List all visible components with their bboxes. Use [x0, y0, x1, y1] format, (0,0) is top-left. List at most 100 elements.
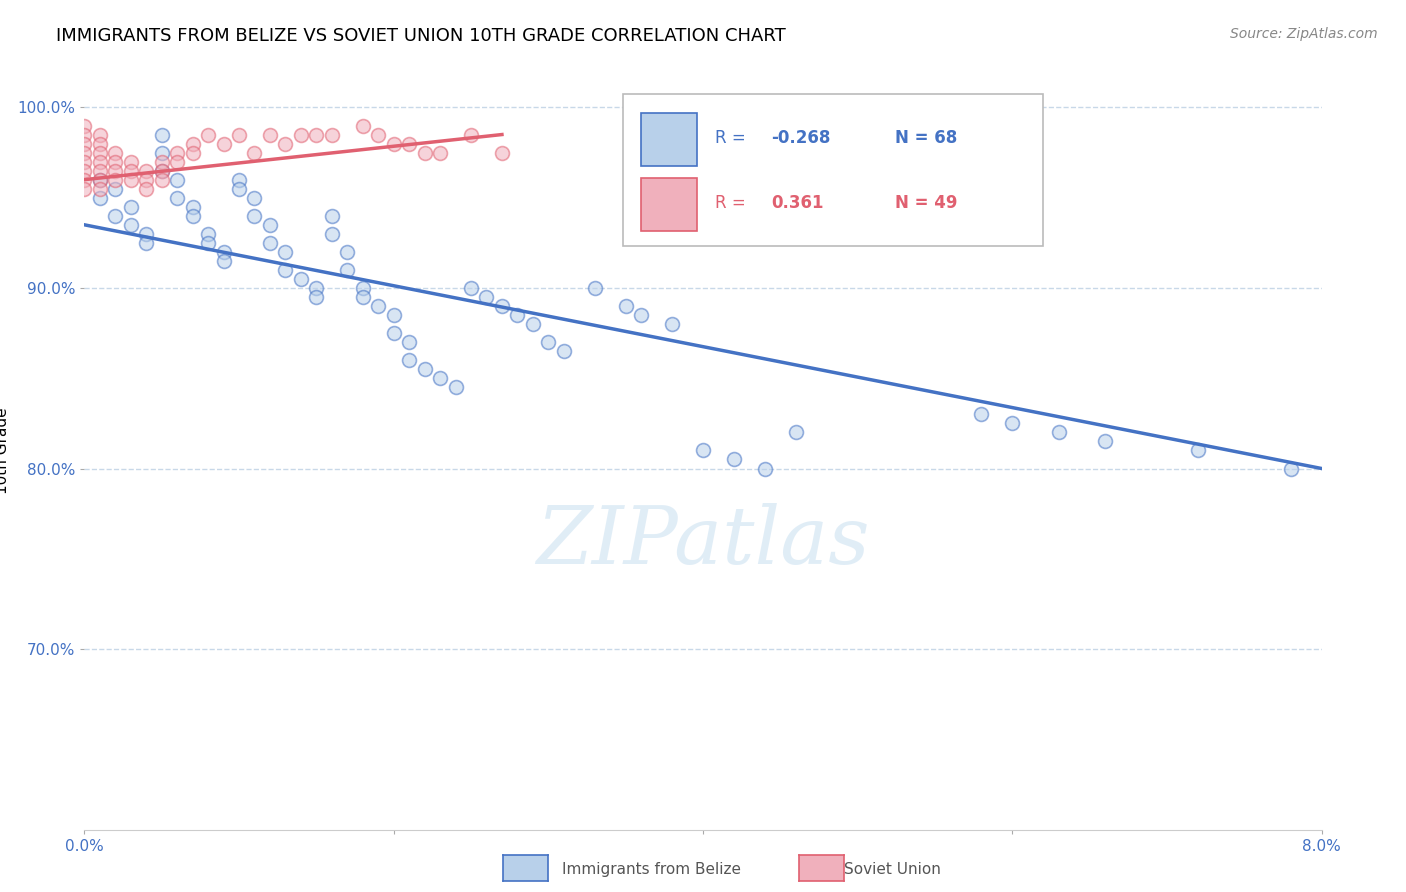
Point — [460, 128, 482, 142]
Point — [104, 182, 127, 196]
Point — [444, 380, 467, 394]
Point — [382, 136, 405, 151]
Point — [166, 172, 188, 186]
Point — [537, 335, 560, 350]
Point — [305, 281, 328, 295]
Point — [970, 408, 993, 422]
Point — [336, 244, 359, 259]
Point — [877, 154, 900, 169]
Point — [429, 371, 451, 385]
Point — [104, 145, 127, 160]
Point — [290, 272, 312, 286]
Point — [228, 172, 250, 186]
Point — [336, 263, 359, 277]
Point — [89, 182, 111, 196]
Point — [460, 281, 482, 295]
Point — [274, 136, 297, 151]
Point — [120, 154, 142, 169]
Point — [73, 128, 96, 142]
Point — [89, 128, 111, 142]
Point — [305, 290, 328, 304]
Point — [212, 253, 235, 268]
Point — [135, 172, 157, 186]
FancyBboxPatch shape — [641, 178, 697, 230]
Point — [1001, 417, 1024, 431]
Point — [491, 145, 513, 160]
Point — [321, 128, 343, 142]
Point — [692, 443, 714, 458]
Text: -0.268: -0.268 — [770, 129, 831, 147]
Point — [522, 317, 544, 331]
Point — [181, 136, 204, 151]
Point — [352, 119, 374, 133]
Point — [73, 145, 96, 160]
Point — [135, 235, 157, 250]
Point — [491, 299, 513, 313]
Point — [274, 244, 297, 259]
Text: R =: R = — [716, 194, 751, 211]
Point — [924, 163, 946, 178]
Point — [166, 191, 188, 205]
Point — [398, 335, 420, 350]
Point — [785, 425, 807, 440]
FancyBboxPatch shape — [641, 113, 697, 166]
Point — [89, 136, 111, 151]
Point — [150, 172, 173, 186]
FancyBboxPatch shape — [623, 95, 1043, 245]
Point — [212, 244, 235, 259]
Point — [135, 163, 157, 178]
Point — [630, 308, 652, 322]
Point — [120, 163, 142, 178]
Text: R =: R = — [716, 129, 751, 147]
Point — [89, 172, 111, 186]
Point — [754, 461, 776, 475]
Point — [104, 154, 127, 169]
Point — [150, 145, 173, 160]
Point — [661, 317, 683, 331]
Text: Source: ZipAtlas.com: Source: ZipAtlas.com — [1230, 27, 1378, 41]
Point — [89, 154, 111, 169]
Point — [228, 128, 250, 142]
Point — [1047, 425, 1070, 440]
Point — [243, 209, 266, 223]
Point — [413, 362, 436, 376]
Text: 0.361: 0.361 — [770, 194, 824, 211]
Point — [614, 299, 637, 313]
Point — [104, 172, 127, 186]
Point — [150, 128, 173, 142]
Point — [89, 172, 111, 186]
Point — [73, 182, 96, 196]
Point — [382, 308, 405, 322]
Point — [89, 163, 111, 178]
Point — [506, 308, 529, 322]
Text: IMMIGRANTS FROM BELIZE VS SOVIET UNION 10TH GRADE CORRELATION CHART: IMMIGRANTS FROM BELIZE VS SOVIET UNION 1… — [56, 27, 786, 45]
Point — [228, 182, 250, 196]
Point — [73, 172, 96, 186]
Point — [1094, 434, 1116, 449]
Point — [1279, 461, 1302, 475]
Point — [73, 119, 96, 133]
Point — [166, 145, 188, 160]
Point — [352, 281, 374, 295]
Point — [475, 290, 498, 304]
Point — [89, 191, 111, 205]
Point — [429, 145, 451, 160]
Point — [104, 163, 127, 178]
Point — [367, 299, 389, 313]
Point — [135, 182, 157, 196]
Point — [398, 353, 420, 368]
Point — [197, 235, 219, 250]
Point — [181, 145, 204, 160]
Point — [259, 235, 281, 250]
Point — [135, 227, 157, 241]
Point — [274, 263, 297, 277]
Point — [197, 227, 219, 241]
Point — [166, 154, 188, 169]
Point — [583, 281, 606, 295]
Y-axis label: 10th Grade: 10th Grade — [0, 407, 10, 494]
Text: N = 49: N = 49 — [894, 194, 957, 211]
Text: Immigrants from Belize: Immigrants from Belize — [562, 863, 741, 877]
Point — [243, 145, 266, 160]
Point — [367, 128, 389, 142]
Point — [321, 227, 343, 241]
